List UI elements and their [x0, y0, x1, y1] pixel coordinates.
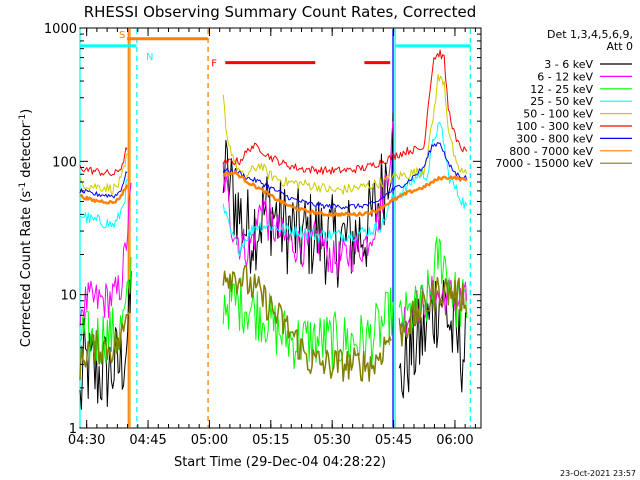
x-tick-label: 04:30	[68, 433, 105, 448]
series-line-5	[79, 73, 468, 195]
x-tick-label: 05:45	[375, 433, 412, 448]
legend-entry-label: 7000 - 15000 keV	[495, 157, 593, 170]
series-line-1	[79, 112, 468, 410]
series-line-4	[79, 121, 468, 257]
legend-header-2: Att 0	[607, 40, 633, 53]
y-tick-label: 1	[69, 422, 77, 437]
tick-layer: 04:30 04:45 05:00 05:15 05:30 05:45 06:00 1 10 10…	[44, 22, 481, 448]
x-tick-label: 05:30	[313, 433, 350, 448]
plot-frame	[79, 27, 482, 429]
legend-header-1: Det 1,3,4,5,6,9,	[547, 28, 633, 41]
generation-timestamp: 23-Oct-2021 23:57	[560, 469, 636, 478]
legend-entry-label: 3 - 6 keV	[544, 58, 593, 71]
bar-layer: N S F	[80, 30, 471, 70]
series-line-6	[79, 49, 468, 177]
x-tick-label: 05:00	[191, 433, 228, 448]
series-layer	[79, 49, 468, 410]
x-tick-label: 04:45	[129, 433, 166, 448]
chart-title: RHESSI Observing Summary Count Rates, Co…	[84, 3, 477, 21]
state-bar-label: F	[211, 59, 217, 70]
legend-entry-label: 100 - 300 keV	[516, 120, 593, 133]
series-line-7	[79, 142, 468, 210]
y-tick-label: 1000	[44, 22, 77, 37]
vline-layer	[79, 29, 472, 427]
legend-entry-label: 25 - 50 keV	[530, 95, 593, 108]
legend-entry-label: 50 - 100 keV	[523, 108, 593, 121]
y-tick-label: 10	[60, 289, 77, 304]
x-tick-label: 06:00	[436, 433, 473, 448]
legend-entry-label: 6 - 12 keV	[537, 70, 593, 83]
x-tick-label: 05:15	[252, 433, 289, 448]
state-bar-label: S	[119, 30, 125, 41]
series-line-3	[79, 236, 468, 370]
y-tick-label: 100	[52, 155, 77, 170]
legend-entry-label: 300 - 800 keV	[516, 132, 593, 145]
plot-area: N S F	[79, 27, 482, 429]
legend-entry-label: 12 - 25 keV	[530, 83, 593, 96]
legend-entry-label: 800 - 7000 keV	[509, 145, 593, 158]
series-line-9	[79, 265, 468, 382]
y-axis-label: Corrected Count Rate (s-1 detector-1)	[18, 109, 34, 347]
x-axis-label: Start Time (29-Dec-04 04:28:22)	[174, 455, 386, 470]
series-line-8	[79, 170, 468, 217]
state-bar-label: N	[146, 52, 153, 63]
